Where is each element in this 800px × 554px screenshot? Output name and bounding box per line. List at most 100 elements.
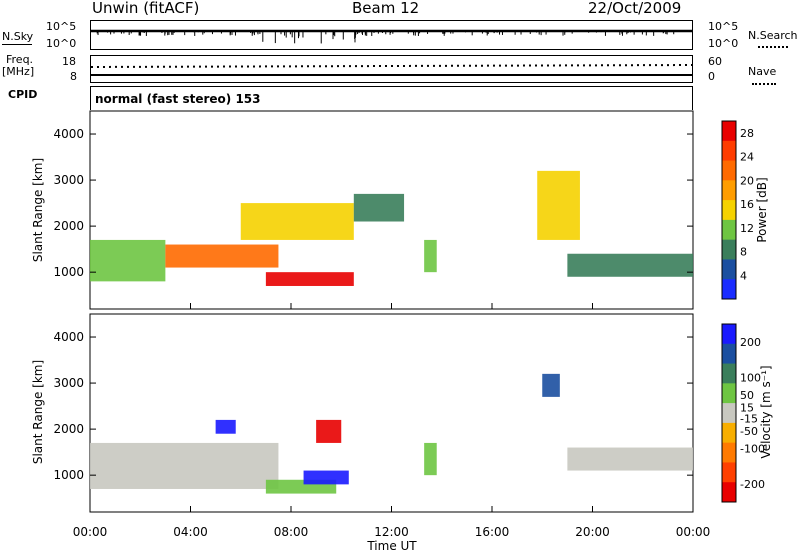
colorbar-segment-1 [722, 343, 736, 365]
noise-trace [91, 29, 692, 44]
colorbar-segment-5 [722, 219, 736, 241]
data-region-5 [424, 442, 437, 476]
data-region-0 [90, 239, 166, 282]
x-tick-label-6: 00:00 [676, 525, 711, 539]
data-region-6 [542, 373, 560, 397]
freq-tick-top: 18 [62, 55, 76, 68]
y-tick-label-1: 2000 [53, 219, 84, 233]
colorbar-segment-8 [722, 482, 736, 503]
y-tick-label-3: 4000 [53, 330, 84, 344]
colorbar-segment-7 [722, 462, 736, 483]
colorbar-segment-3 [722, 383, 736, 404]
nsky-tick-top: 10^5 [46, 20, 77, 33]
colorbar-segment-1 [722, 140, 736, 162]
colorbar-segment-0 [722, 121, 736, 142]
cpid-text: normal (fast stereo) 153 [95, 92, 261, 106]
velocity-colorbar-label: Velocity [m s⁻¹] [759, 365, 773, 458]
data-region-5 [424, 239, 437, 273]
nsearch-tick-bottom: 10^0 [708, 37, 739, 50]
colorbar-segment-2 [722, 160, 736, 181]
nave-tick-top: 60 [708, 55, 722, 68]
power-colorbar-label: Power [dB] [755, 177, 769, 242]
nave-label: Nave [748, 65, 777, 78]
colorbar-tick-label-0: 4 [740, 269, 747, 282]
radar-title: Unwin (fitACF) [92, 0, 200, 17]
colorbar-segment-4 [722, 403, 736, 424]
data-region-0 [90, 442, 279, 489]
nsearch-label: N.Search [748, 29, 798, 42]
freq-label-top: Freq. [6, 53, 34, 66]
y-tick-label-2: 3000 [53, 173, 84, 187]
y-tick-label-0: 1000 [53, 265, 84, 279]
nsky-tick-bottom: 10^0 [46, 37, 77, 50]
colorbar-segment-6 [722, 442, 736, 463]
colorbar-segment-6 [722, 239, 736, 260]
data-region-6 [537, 170, 580, 240]
y-tick-label-3: 4000 [53, 127, 84, 141]
x-tick-label-0: 00:00 [73, 525, 108, 539]
x-tick-label-1: 04:00 [173, 525, 208, 539]
data-region-1 [215, 419, 236, 434]
nsearch-tick-top: 10^5 [708, 20, 739, 33]
colorbar-tick-label-5: 24 [740, 151, 754, 164]
nave-legend-line [752, 83, 776, 85]
nsearch-legend-line [758, 46, 788, 48]
nsky-legend-line [2, 44, 32, 45]
colorbar-tick-label-3: 15 [740, 402, 754, 415]
power-ylabel: Slant Range [km] [31, 158, 45, 262]
data-region-4 [316, 419, 342, 443]
y-tick-label-0: 1000 [53, 468, 84, 482]
data-region-3 [303, 470, 349, 485]
nsky-label: N.Sky [2, 30, 34, 43]
data-region-7 [567, 447, 693, 471]
velocity-ylabel: Slant Range [km] [31, 360, 45, 464]
power-colorbar: 4 8 12 16 20 24 28 Power [dB] [721, 120, 769, 300]
colorbar-segment-2 [722, 363, 736, 384]
cpid-label: CPID [8, 88, 38, 101]
data-region-3 [240, 203, 354, 240]
colorbar-tick-label-1: 8 [740, 246, 747, 259]
colorbar-tick-label-2: 50 [740, 389, 754, 402]
colorbar-frame [721, 120, 737, 300]
colorbar-tick-label-0: 200 [740, 336, 761, 349]
data-region-7 [567, 253, 693, 277]
colorbar-tick-label-4: 20 [740, 174, 754, 187]
data-region-2 [265, 272, 354, 286]
colorbar-segment-0 [722, 324, 736, 345]
nave-tick-bottom: 0 [708, 70, 715, 83]
freq-label-bottom: [MHz] [2, 65, 35, 78]
time-axis-label: Time UT [366, 539, 417, 553]
colorbar-tick-label-6: 28 [740, 127, 754, 140]
colorbar-frame [721, 323, 737, 503]
data-region-1 [165, 244, 279, 268]
colorbar-tick-label-5: -50 [740, 425, 758, 438]
noise-panel [90, 20, 693, 50]
colorbar-segment-3 [722, 180, 736, 201]
velocity-panel: 1000 2000 3000 4000 Slant Range [km] [31, 313, 694, 513]
colorbar-tick-label-6: -100 [740, 443, 765, 456]
colorbar-tick-label-7: -200 [740, 478, 765, 491]
colorbar-tick-label-2: 12 [740, 222, 754, 235]
colorbar-tick-label-1: 100 [740, 371, 761, 384]
colorbar-segment-4 [722, 200, 736, 221]
freq-panel [90, 55, 693, 83]
time-axis: 00:00 04:00 08:00 12:00 16:00 20:00 00:00 [73, 525, 711, 539]
beam-label: Beam 12 [352, 0, 420, 17]
x-tick-label-2: 08:00 [274, 525, 309, 539]
colorbar-segment-7 [722, 259, 736, 280]
cpid-panel [90, 86, 693, 110]
x-tick-label-3: 12:00 [374, 525, 409, 539]
y-tick-label-2: 3000 [53, 376, 84, 390]
freq-trace [90, 64, 693, 76]
y-tick-label-1: 2000 [53, 422, 84, 436]
x-tick-label-4: 16:00 [475, 525, 510, 539]
date-label: 22/Oct/2009 [588, 0, 682, 17]
colorbar-segment-8 [722, 279, 736, 300]
colorbar-tick-label-4: -15 [740, 412, 758, 425]
data-region-4 [353, 193, 405, 222]
colorbar-segment-5 [722, 422, 736, 444]
x-tick-label-5: 20:00 [575, 525, 610, 539]
freq-tick-bottom: 8 [70, 70, 77, 83]
